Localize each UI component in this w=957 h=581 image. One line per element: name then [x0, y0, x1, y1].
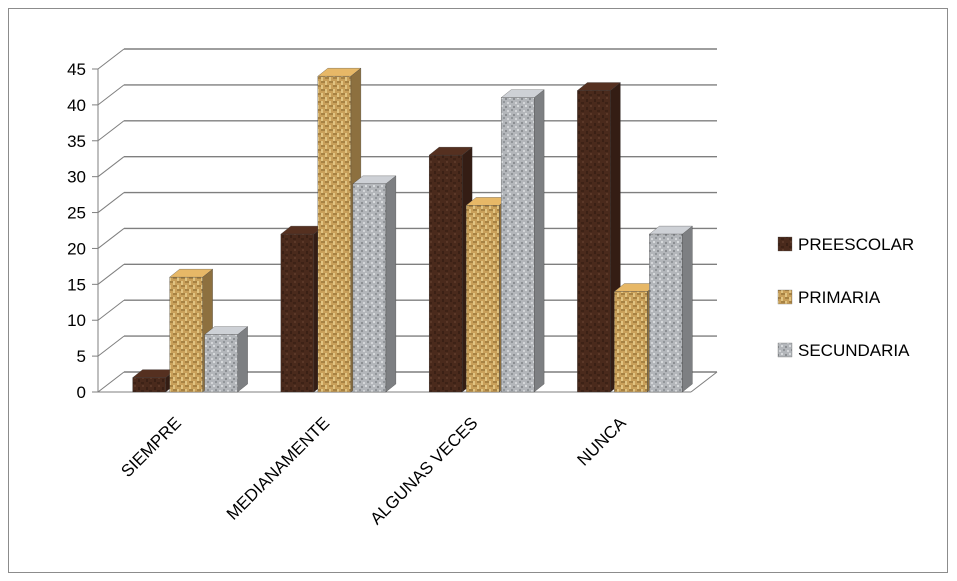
gridline-diagonal	[97, 120, 125, 142]
bar	[204, 326, 249, 393]
gridline-diagonal	[97, 84, 125, 106]
bar-side	[533, 89, 545, 393]
bar-side	[385, 175, 397, 393]
legend-label: PREESCOLAR	[798, 235, 914, 254]
bar-front	[204, 334, 238, 393]
gridline-diagonal	[97, 371, 125, 393]
bar-chart: 0 5 10 15 20 25 30 35 40 45 SIEMPRE MEDIANAMENTE ALG…	[67, 48, 914, 528]
legend-swatch	[777, 342, 793, 358]
x-tick-label: NUNCA	[574, 413, 631, 470]
bar	[132, 369, 177, 393]
gridline-diagonal	[97, 156, 125, 178]
y-tick-label: 5	[77, 347, 86, 366]
y-tick-label: 30	[67, 168, 86, 187]
x-tick-label: ALGUNAS VECES	[366, 413, 481, 528]
legend-swatch	[777, 236, 793, 252]
bar-front	[614, 291, 648, 393]
bar-front	[169, 277, 203, 393]
bar-front	[649, 233, 683, 393]
bar-front	[465, 205, 500, 393]
gridline-diagonal	[97, 263, 125, 285]
y-tick-label: 25	[67, 204, 86, 223]
bars	[132, 67, 693, 393]
bar-side	[237, 326, 248, 393]
legend: PREESCOLAR PRIMARIA SECUNDARIA	[777, 235, 914, 360]
gridline-diagonal	[97, 48, 125, 70]
gridline-diagonal	[97, 228, 125, 249]
gridline-diagonal	[97, 335, 125, 357]
bar-front	[500, 97, 535, 393]
y-tick-label: 45	[67, 60, 86, 79]
bar-front	[352, 183, 387, 393]
bar-front	[428, 154, 463, 393]
chart-frame: 0 5 10 15 20 25 30 35 40 45 SIEMPRE MEDIANAMENTE ALG…	[8, 8, 948, 573]
bar-front	[317, 76, 352, 393]
bar	[352, 175, 397, 393]
bar-front	[280, 233, 315, 393]
y-tick-label: 35	[67, 132, 86, 151]
legend-swatch	[777, 289, 793, 305]
bar	[428, 146, 473, 393]
gridline-diagonal	[97, 192, 125, 213]
bar-front	[577, 90, 611, 393]
y-tick-label: 10	[67, 311, 86, 330]
bar	[648, 225, 693, 393]
bar	[280, 225, 325, 393]
y-tick-label: 0	[77, 383, 86, 402]
bar	[576, 82, 621, 393]
bar-side	[682, 225, 693, 393]
y-tick-label: 20	[67, 239, 86, 258]
legend-label: PRIMARIA	[798, 288, 881, 307]
x-tick-label: MEDIANAMENTE	[223, 413, 333, 523]
bar	[500, 89, 545, 393]
floor-edge	[690, 371, 718, 393]
gridline-diagonal	[97, 299, 125, 321]
x-tick-label: SIEMPRE	[117, 413, 185, 481]
y-tick-label: 15	[67, 275, 86, 294]
legend-label: SECUNDARIA	[798, 341, 910, 360]
bar-front	[132, 377, 166, 393]
y-tick-label: 40	[67, 96, 86, 115]
